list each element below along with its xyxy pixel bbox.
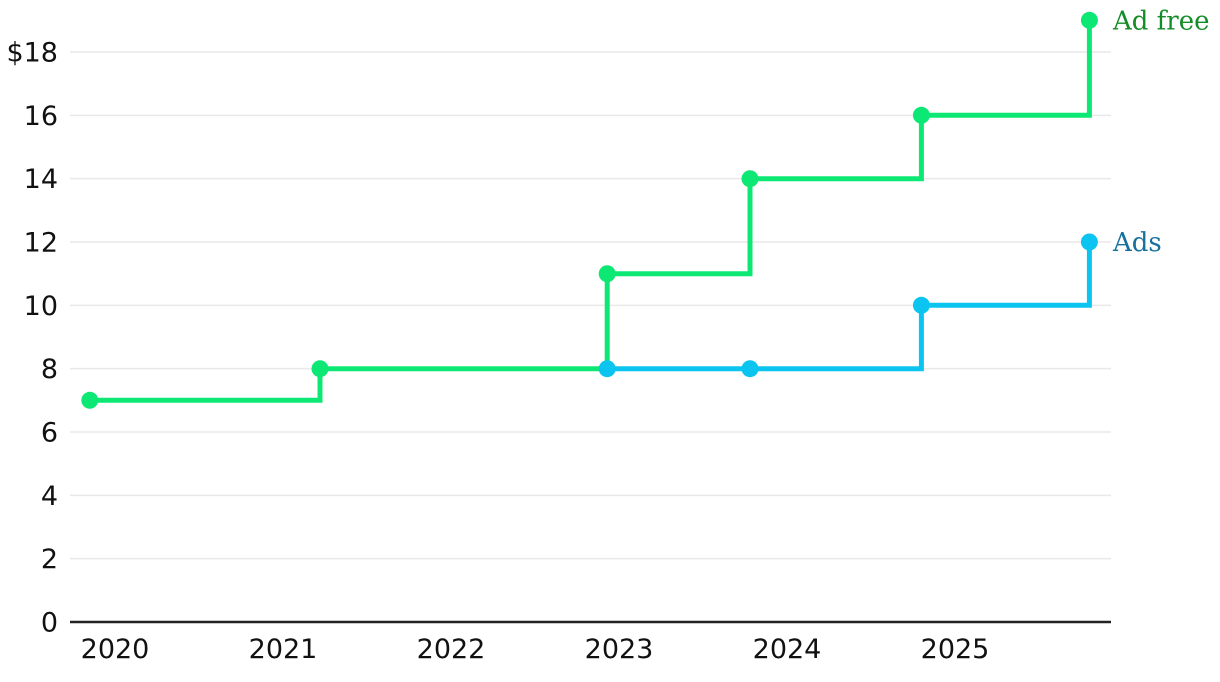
y-axis-tick-label: 6 bbox=[41, 417, 58, 448]
x-axis-tick-label: 2024 bbox=[753, 634, 822, 665]
ads-data-point-dot bbox=[598, 360, 616, 378]
y-axis-tick-label: 8 bbox=[41, 354, 58, 385]
ads-step-line bbox=[607, 242, 1092, 372]
x-axis-tick-label: 2020 bbox=[81, 634, 150, 665]
y-axis-tick-label: 2 bbox=[41, 544, 58, 575]
y-axis-tick-label: 14 bbox=[24, 164, 58, 195]
y-axis-tick-label: 0 bbox=[41, 608, 58, 639]
ad-free-data-point-dot bbox=[311, 360, 329, 378]
y-axis-tick-label: 16 bbox=[24, 101, 58, 132]
series-label-ad-free: Ad free bbox=[1112, 6, 1210, 36]
ads-data-point-dot bbox=[1080, 233, 1098, 251]
x-axis-tick-label: 2022 bbox=[417, 634, 486, 665]
y-axis-tick-label: 12 bbox=[24, 227, 58, 258]
ad-free-step-line bbox=[89, 20, 1092, 403]
x-axis-tick-label: 2021 bbox=[249, 634, 318, 665]
ad-free-data-point-dot bbox=[912, 106, 930, 124]
y-axis-tick-label: 10 bbox=[24, 291, 58, 322]
y-axis-tick-label: 4 bbox=[41, 481, 58, 512]
series-label-ads: Ads bbox=[1112, 228, 1162, 258]
x-axis-tick-label: 2025 bbox=[921, 634, 990, 665]
y-axis-tick-label: $18 bbox=[6, 37, 58, 68]
ads-data-point-dot bbox=[741, 360, 759, 378]
ad-free-data-point-dot bbox=[598, 265, 616, 283]
ad-free-data-point-dot bbox=[81, 391, 99, 409]
ads-data-point-dot bbox=[912, 296, 930, 314]
ad-free-data-point-dot bbox=[1080, 11, 1098, 29]
x-axis-tick-label: 2023 bbox=[585, 634, 654, 665]
ad-free-data-point-dot bbox=[741, 170, 759, 188]
